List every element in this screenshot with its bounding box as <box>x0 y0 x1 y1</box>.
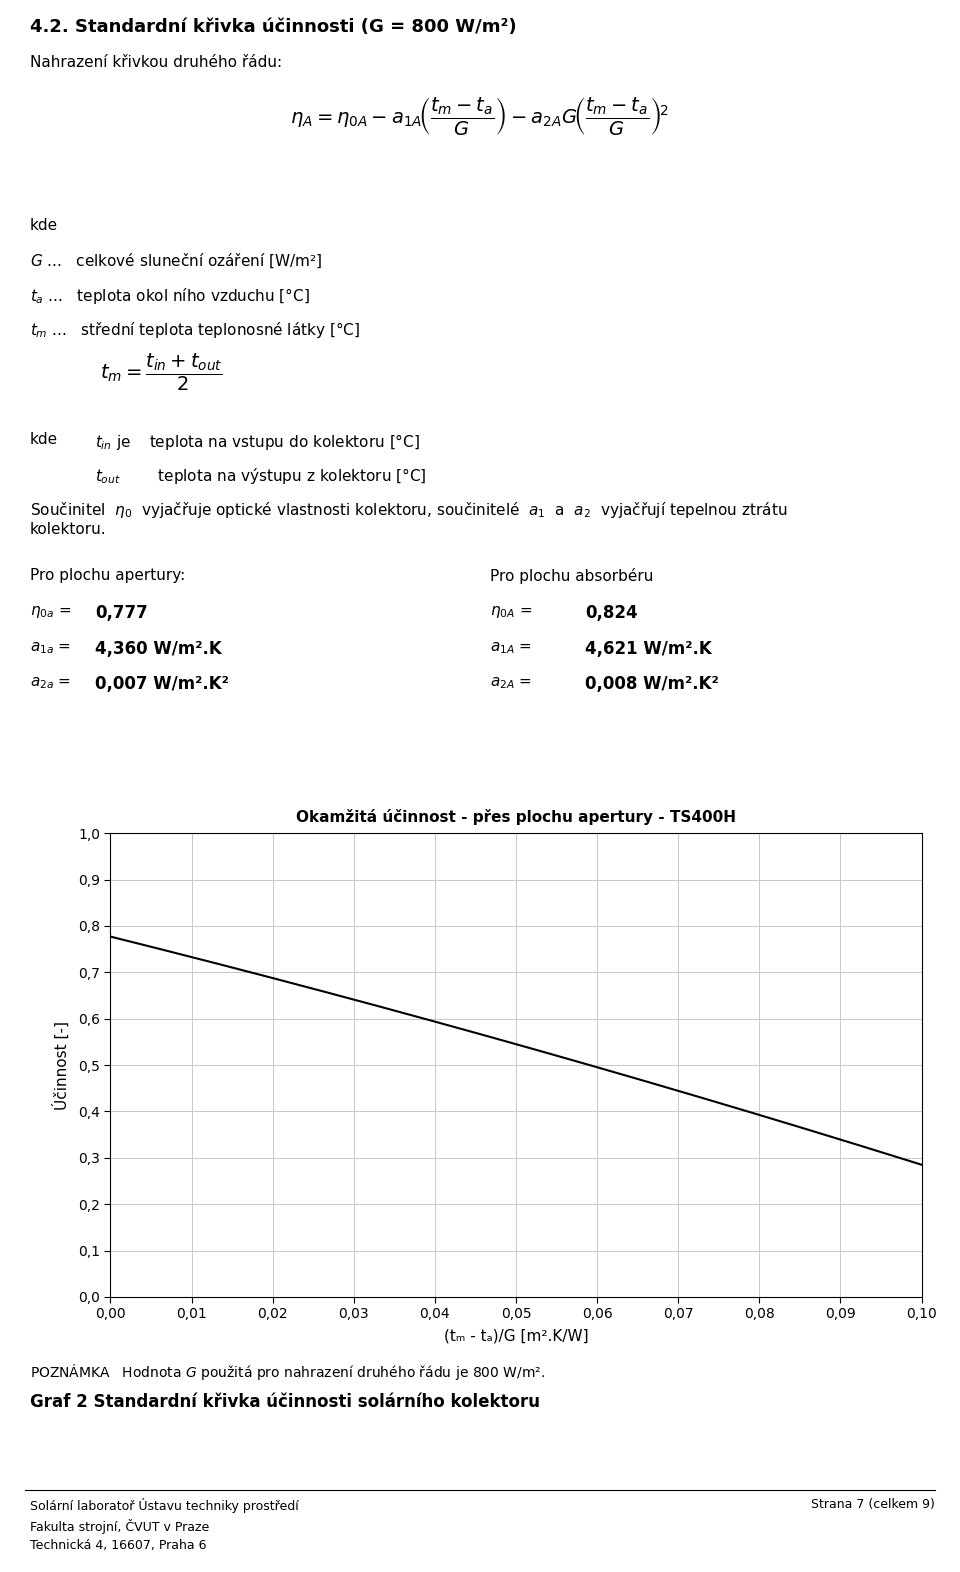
Y-axis label: Účinnost [-]: Účinnost [-] <box>53 1020 70 1110</box>
Text: kolektoru.: kolektoru. <box>30 522 107 538</box>
Text: 4,360 W/m².K: 4,360 W/m².K <box>95 640 222 659</box>
Title: Okamžitá účinnost - přes plochu apertury - TS400H: Okamžitá účinnost - přes plochu apertury… <box>296 810 736 825</box>
Text: $a_{1A}$ =: $a_{1A}$ = <box>490 640 532 656</box>
Text: $t_m = \dfrac{t_{in} + t_{out}}{2}$: $t_m = \dfrac{t_{in} + t_{out}}{2}$ <box>100 352 223 393</box>
Text: $t_a$ ...   teplota okol ního vzduchu [°C]: $t_a$ ... teplota okol ního vzduchu [°C] <box>30 286 310 307</box>
Text: Graf 2 Standardní křivka účinnosti solárního kolektoru: Graf 2 Standardní křivka účinnosti solár… <box>30 1393 540 1412</box>
Text: $a_{2A}$ =: $a_{2A}$ = <box>490 674 532 690</box>
Text: $a_{1a}$ =: $a_{1a}$ = <box>30 640 71 656</box>
Text: 4.2. Standardní křivka účinnosti (G = 800 W/m²): 4.2. Standardní křivka účinnosti (G = 80… <box>30 17 516 36</box>
X-axis label: (tₘ - tₐ)/G [m².K/W]: (tₘ - tₐ)/G [m².K/W] <box>444 1328 588 1342</box>
Text: $\eta_{0A}$ =: $\eta_{0A}$ = <box>490 604 532 619</box>
Text: 0,777: 0,777 <box>95 604 148 623</box>
Text: 0,824: 0,824 <box>585 604 637 623</box>
Text: kde: kde <box>30 219 59 233</box>
Text: 0,007 W/m².K²: 0,007 W/m².K² <box>95 674 228 693</box>
Text: Pro plochu apertury:: Pro plochu apertury: <box>30 567 185 583</box>
Text: $t_m$ ...   střední teplota teplonosné látky [°C]: $t_m$ ... střední teplota teplonosné lát… <box>30 321 360 340</box>
Text: Pro plochu absorbéru: Pro plochu absorbéru <box>490 567 654 585</box>
Text: Solární laboratoř Ústavu techniky prostředí
Fakulta strojní, ČVUT v Praze
Techni: Solární laboratoř Ústavu techniky prostř… <box>30 1498 299 1552</box>
Text: $G$ ...   celkové sluneční ozáření [W/m²]: $G$ ... celkové sluneční ozáření [W/m²] <box>30 252 323 270</box>
Text: $t_{in}$ je    teplota na vstupu do kolektoru [°C]: $t_{in}$ je teplota na vstupu do kolekto… <box>95 432 420 453</box>
Text: 0,008 W/m².K²: 0,008 W/m².K² <box>585 674 719 693</box>
Text: $\eta_A = \eta_{0A} - a_{1A}\!\left(\dfrac{t_m - t_a}{G}\right) - a_{2A} G\!\lef: $\eta_A = \eta_{0A} - a_{1A}\!\left(\dfr… <box>291 94 669 137</box>
Text: $\eta_{0a}$ =: $\eta_{0a}$ = <box>30 604 71 619</box>
Text: $a_{2a}$ =: $a_{2a}$ = <box>30 674 71 690</box>
Text: POZNÁMKA   Hodnota $G$ použitá pro nahrazení druhého řádu je 800 W/m².: POZNÁMKA Hodnota $G$ použitá pro nahraze… <box>30 1361 545 1382</box>
Text: Strana 7 (celkem 9): Strana 7 (celkem 9) <box>811 1498 935 1511</box>
Text: Součinitel  $\eta_0$  vyjačřuje optické vlastnosti kolektoru, součinitelé  $a_1$: Součinitel $\eta_0$ vyjačřuje optické vl… <box>30 500 787 520</box>
Text: $t_{out}$        teplota na výstupu z kolektoru [°C]: $t_{out}$ teplota na výstupu z kolektoru… <box>95 465 426 486</box>
Text: 4,621 W/m².K: 4,621 W/m².K <box>585 640 711 659</box>
Text: kde: kde <box>30 432 59 446</box>
Text: Nahrazení křivkou druhého řádu:: Nahrazení křivkou druhého řádu: <box>30 55 282 71</box>
